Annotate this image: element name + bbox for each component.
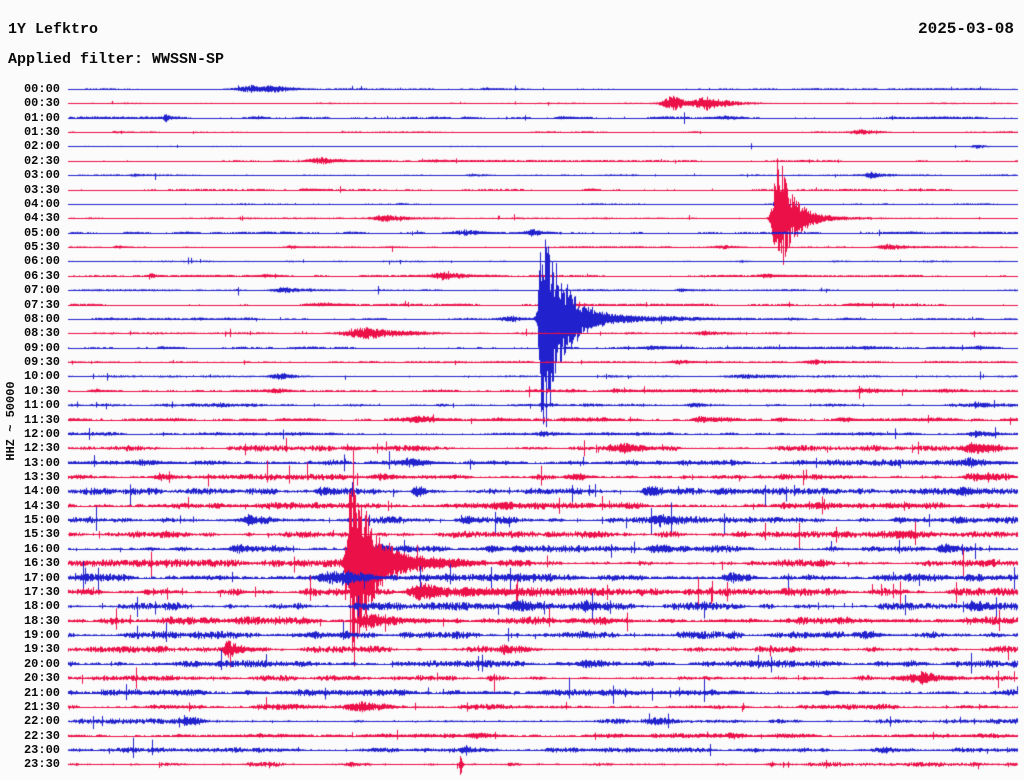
time-label: 01:30 [23,125,60,139]
filter-label: Applied filter: WWSSN-SP [8,51,225,68]
time-label: 19:30 [23,642,60,656]
time-label: 21:30 [23,700,60,714]
time-label: 22:30 [23,729,60,743]
time-label: 03:00 [23,168,60,182]
time-label: 02:30 [23,154,60,168]
time-label: 12:30 [23,441,60,455]
time-label: 23:30 [23,757,60,771]
time-label: 20:00 [23,657,60,671]
time-label: 16:30 [23,556,60,570]
time-label: 03:30 [23,183,60,197]
time-label: 22:00 [23,714,60,728]
time-label: 05:30 [23,240,60,254]
time-label: 09:30 [23,355,60,369]
time-label: 06:00 [23,254,60,268]
time-label: 08:00 [23,312,60,326]
time-label: 11:00 [23,398,60,412]
time-label: 04:30 [23,211,60,225]
time-label: 07:00 [23,283,60,297]
time-label: 00:30 [23,96,60,110]
time-label: 20:30 [23,671,60,685]
time-label: 14:30 [23,499,60,513]
time-label: 19:00 [23,628,60,642]
time-label: 05:00 [23,226,60,240]
time-label: 15:30 [23,527,60,541]
time-label: 13:30 [23,470,60,484]
plot-date: 2025-03-08 [917,20,1014,38]
time-label: 11:30 [23,413,60,427]
time-label: 18:30 [23,614,60,628]
time-label: 10:30 [23,384,60,398]
time-label: 09:00 [23,341,60,355]
time-label: 08:30 [23,326,60,340]
time-label: 23:00 [23,743,60,757]
station-title: 1Y Lefktro [8,21,99,38]
time-label: 16:00 [23,542,60,556]
time-label: 14:00 [23,484,60,498]
time-label: 04:00 [23,197,60,211]
time-label: 18:00 [23,599,60,613]
time-label: 21:00 [23,686,60,700]
time-label: 00:00 [23,82,60,96]
time-label: 02:00 [23,139,60,153]
time-label: 07:30 [23,298,60,312]
time-label: 13:00 [23,456,60,470]
time-label: 01:00 [23,111,60,125]
time-label: 10:00 [23,369,60,383]
time-label: 17:00 [23,571,60,585]
time-label: 06:30 [23,269,60,283]
time-label: 15:00 [23,513,60,527]
time-label: 17:30 [23,585,60,599]
time-label: 12:00 [23,427,60,441]
